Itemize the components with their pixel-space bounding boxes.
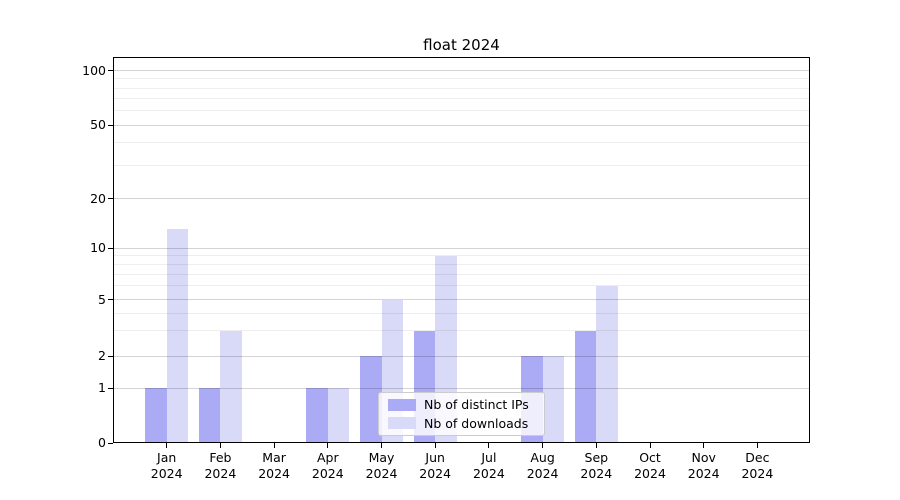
y-tick-mark — [108, 387, 113, 389]
minor-gridline — [114, 264, 809, 266]
minor-gridline — [114, 165, 809, 167]
major-gridline — [114, 198, 809, 199]
x-tick-label: Apr 2024 — [311, 450, 344, 481]
x-tick-mark — [488, 443, 490, 448]
y-tick-label: 5 — [98, 291, 106, 307]
minor-gridline — [114, 274, 809, 275]
legend-row-downloads: Nb of downloads — [388, 416, 535, 432]
bar-downloads — [220, 330, 242, 443]
y-tick-label: 2 — [98, 348, 106, 363]
x-tick-mark — [381, 443, 382, 448]
legend-swatch-downloads — [388, 417, 416, 430]
bar-downloads — [327, 388, 350, 443]
y-tick-label: 1 — [98, 380, 106, 395]
minor-gridline — [114, 110, 809, 112]
legend-label-distinct-ips: Nb of distinct IPs — [424, 397, 529, 413]
major-gridline — [114, 355, 809, 357]
bar-distinct-ips — [574, 330, 597, 443]
y-tick-mark — [108, 247, 113, 249]
minor-gridline — [114, 98, 809, 100]
x-tick-mark — [756, 443, 758, 448]
legend: Nb of distinct IPs Nb of downloads — [378, 392, 545, 436]
x-tick-mark — [166, 443, 168, 448]
y-tick-label: 20 — [90, 190, 106, 206]
chart-title: float 2024 — [423, 36, 500, 54]
x-tick-mark — [649, 443, 651, 448]
bar-downloads — [542, 356, 565, 443]
major-gridline — [114, 124, 809, 126]
minor-gridline — [114, 87, 809, 89]
x-tick-mark — [595, 443, 597, 448]
x-tick-label: Jul 2024 — [472, 450, 505, 481]
legend-swatch-distinct-ips — [388, 398, 416, 411]
minor-gridline — [114, 285, 809, 287]
x-tick-label: Nov 2024 — [687, 450, 720, 481]
x-tick-label: Dec 2024 — [741, 450, 774, 481]
y-tick-mark — [108, 355, 113, 357]
x-tick-mark — [703, 443, 705, 448]
bar-distinct-ips — [306, 388, 328, 443]
y-tick-label: 100 — [82, 62, 106, 78]
x-tick-label: Aug 2024 — [526, 450, 559, 481]
x-tick-label: May 2024 — [365, 450, 398, 481]
x-tick-label: Jan 2024 — [150, 450, 183, 481]
minor-gridline — [114, 330, 809, 332]
major-gridline — [114, 247, 809, 249]
major-gridline — [114, 387, 809, 389]
minor-gridline — [114, 142, 809, 144]
minor-gridline — [114, 255, 809, 257]
major-gridline — [114, 299, 809, 300]
bar-distinct-ips — [360, 356, 382, 443]
x-tick-label: Mar 2024 — [258, 450, 290, 481]
bar-distinct-ips — [198, 388, 221, 443]
minor-gridline — [114, 78, 809, 80]
bar-distinct-ips — [145, 388, 167, 443]
bar-downloads — [166, 229, 189, 443]
y-tick-mark — [108, 198, 113, 199]
bar-downloads — [596, 285, 618, 443]
x-tick-label: Oct 2024 — [634, 450, 666, 481]
y-tick-mark — [108, 70, 113, 71]
y-tick-mark — [108, 124, 113, 126]
x-tick-label: Sep 2024 — [580, 450, 613, 481]
major-gridline — [114, 70, 809, 71]
x-tick-mark — [273, 443, 275, 448]
x-tick-label: Jun 2024 — [419, 450, 452, 481]
y-tick-label: 10 — [90, 240, 106, 255]
x-tick-mark — [434, 443, 436, 448]
legend-label-downloads: Nb of downloads — [424, 415, 529, 431]
legend-row-distinct-ips: Nb of distinct IPs — [388, 397, 535, 413]
y-tick-mark — [108, 299, 113, 300]
minor-gridline — [114, 312, 809, 314]
x-tick-mark — [219, 443, 221, 448]
x-tick-label: Feb 2024 — [204, 450, 237, 481]
y-tick-label: 50 — [90, 117, 106, 132]
x-tick-mark — [327, 443, 329, 448]
x-tick-mark — [542, 443, 544, 448]
y-tick-mark — [108, 442, 113, 444]
y-tick-label: 0 — [98, 435, 106, 450]
